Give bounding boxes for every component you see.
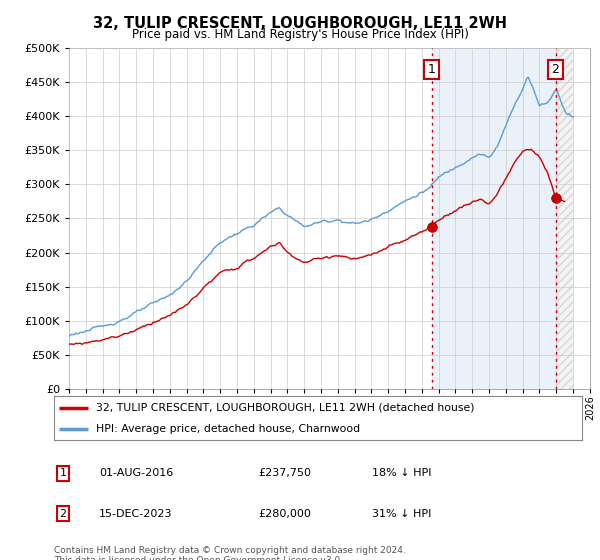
Text: 1: 1: [428, 63, 436, 76]
Bar: [431, 48, 556, 389]
Text: 2: 2: [59, 508, 67, 519]
Text: 32, TULIP CRESCENT, LOUGHBOROUGH, LE11 2WH: 32, TULIP CRESCENT, LOUGHBOROUGH, LE11 2…: [93, 16, 507, 31]
Text: 32, TULIP CRESCENT, LOUGHBOROUGH, LE11 2WH (detached house): 32, TULIP CRESCENT, LOUGHBOROUGH, LE11 2…: [96, 403, 475, 413]
Text: 15-DEC-2023: 15-DEC-2023: [99, 508, 173, 519]
Text: Price paid vs. HM Land Registry's House Price Index (HPI): Price paid vs. HM Land Registry's House …: [131, 28, 469, 41]
Text: 1: 1: [59, 468, 67, 478]
Text: £237,750: £237,750: [258, 468, 311, 478]
Text: 2: 2: [551, 63, 559, 76]
Text: 31% ↓ HPI: 31% ↓ HPI: [372, 508, 431, 519]
Text: 18% ↓ HPI: 18% ↓ HPI: [372, 468, 431, 478]
Text: 01-AUG-2016: 01-AUG-2016: [99, 468, 173, 478]
Bar: [556, 48, 573, 389]
Text: HPI: Average price, detached house, Charnwood: HPI: Average price, detached house, Char…: [96, 424, 361, 433]
Text: Contains HM Land Registry data © Crown copyright and database right 2024.
This d: Contains HM Land Registry data © Crown c…: [54, 546, 406, 560]
Text: £280,000: £280,000: [258, 508, 311, 519]
